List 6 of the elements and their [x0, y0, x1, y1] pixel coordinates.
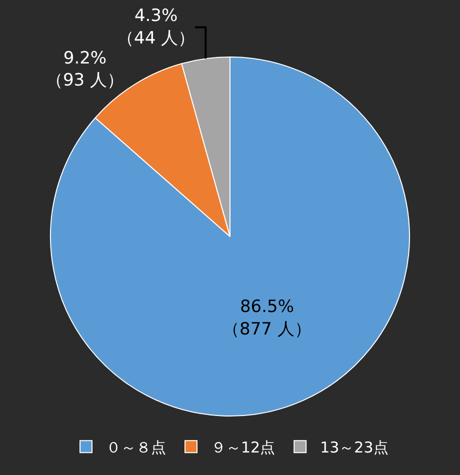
legend-label: ９～12点 [211, 438, 276, 456]
data-label: 86.5% （877 人） [222, 297, 312, 340]
legend-label: ０～８点 [106, 438, 166, 456]
legend-label: 13～23点 [320, 438, 388, 456]
data-label: 4.3% （44 人） [117, 6, 196, 48]
data-label: 9.2% （93 人） [46, 48, 124, 90]
